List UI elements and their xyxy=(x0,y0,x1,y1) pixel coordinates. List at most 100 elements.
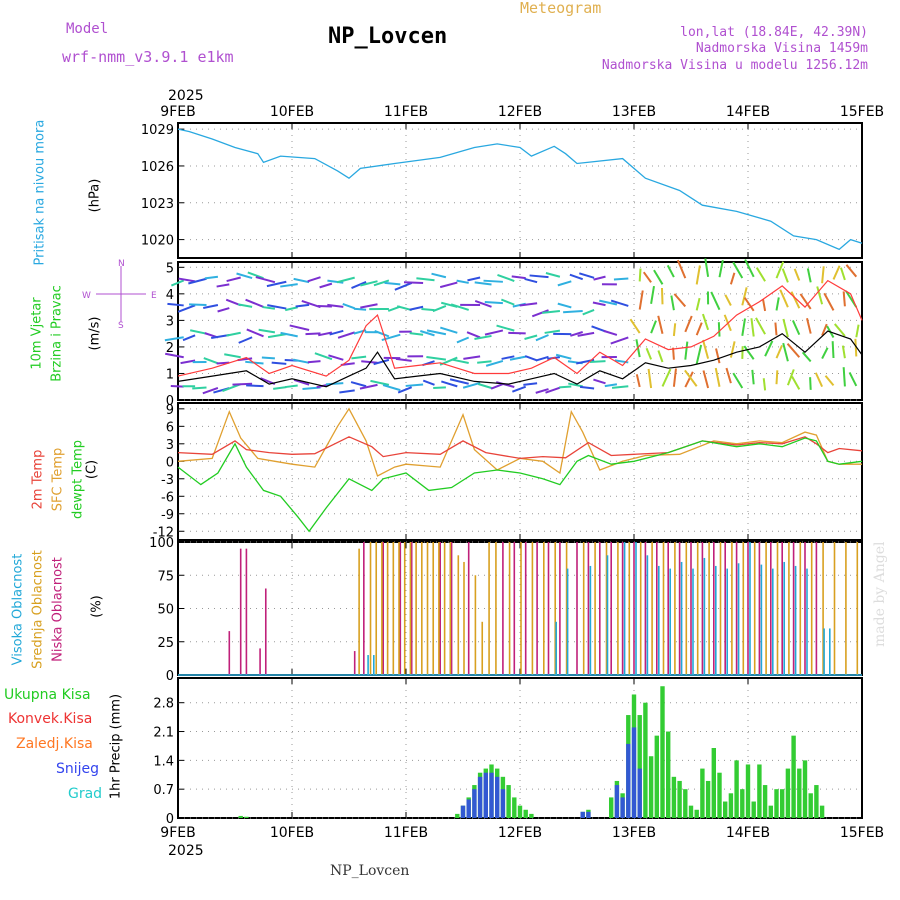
wind-arrow xyxy=(589,360,606,363)
wind-arrow xyxy=(593,378,606,385)
x-tick-label-bottom: 13FEB xyxy=(612,825,656,841)
y-tick-label: -6 xyxy=(161,490,174,505)
x-tick-label-bottom: 10FEB xyxy=(270,825,314,841)
wind-arrow xyxy=(456,336,470,344)
wind-arrow xyxy=(325,382,344,386)
wind-arrow xyxy=(670,295,675,311)
wind-arrow xyxy=(660,287,664,305)
wind-arrow xyxy=(833,323,846,337)
y-tick-label: 0 xyxy=(166,455,174,470)
wind-arrow xyxy=(441,380,458,388)
precip-bar-total xyxy=(455,813,460,818)
precip-bar-total xyxy=(802,760,808,818)
wind-arrow xyxy=(395,357,412,362)
wind-arrow xyxy=(370,379,390,386)
wind-arrow xyxy=(450,303,470,311)
wind-arrow xyxy=(280,283,298,288)
precip-bar-total xyxy=(648,756,654,818)
station-title: NP_Lovcen xyxy=(328,24,448,49)
wind-arrow xyxy=(301,299,321,309)
wind-arrow xyxy=(774,322,778,336)
wind-arrow xyxy=(273,386,287,390)
wind-arrow xyxy=(170,385,184,388)
wind-arrow xyxy=(211,334,230,340)
x-tick-label-top: 11FEB xyxy=(384,104,428,120)
precip-frz-label: Zaledj.Kisa xyxy=(16,736,93,752)
wind-arrow xyxy=(676,259,687,279)
wind-arrow xyxy=(449,378,469,385)
wind-arrow xyxy=(167,302,184,307)
wind-arrow xyxy=(509,355,526,361)
y-tick-label: 3 xyxy=(166,314,174,329)
wind-arrow xyxy=(831,341,835,359)
wind-arrow xyxy=(638,268,642,282)
product-title: Meteogram xyxy=(520,0,602,17)
wind-arrow xyxy=(462,381,481,389)
wind-arrow xyxy=(591,325,606,333)
altitude-text: Nadmorska Visina 1459m xyxy=(695,41,868,56)
precip-bar-total xyxy=(244,816,249,818)
precip-snow-label: Snijeg xyxy=(56,761,100,777)
wind-arrow xyxy=(353,307,367,311)
y-tick-label: 0 xyxy=(166,394,174,409)
wind-arrow xyxy=(762,298,767,312)
precip-bar-snow xyxy=(495,776,500,818)
wind-arrow xyxy=(426,329,447,336)
wind-arrow xyxy=(497,273,515,282)
wind-arrow xyxy=(403,281,424,284)
wind-arrow xyxy=(845,264,858,278)
precip-bar-total xyxy=(705,780,711,818)
y-tick-label: 0 xyxy=(166,669,174,684)
precip-bar-total xyxy=(637,715,642,818)
wind-arrow xyxy=(545,386,561,394)
precip-bar-total xyxy=(700,768,705,818)
y-tick-label: 1026 xyxy=(141,160,174,175)
precip-bar-total xyxy=(791,735,796,818)
wind-arrow xyxy=(307,360,321,364)
wind-arrow xyxy=(535,388,549,394)
wind-arrow xyxy=(439,281,458,289)
wind-arrow xyxy=(484,301,503,305)
wind-arrow xyxy=(261,356,275,360)
wind-arrow xyxy=(305,332,321,336)
precip-bar-total xyxy=(654,735,659,818)
wind-arrow xyxy=(439,326,458,334)
wind-arrow xyxy=(262,306,276,310)
y-tick-label: 75 xyxy=(157,569,174,584)
precip-bar-total xyxy=(694,809,699,818)
precip-bar-snow xyxy=(637,768,642,818)
wind-arrow xyxy=(266,280,287,288)
x-tick-label-top: 15FEB xyxy=(840,104,884,120)
wind-arrow xyxy=(463,355,481,360)
wind-arrow xyxy=(246,384,264,388)
wind-arrow xyxy=(245,298,264,308)
wind-arrow xyxy=(672,323,677,337)
wind-arrow xyxy=(743,345,755,360)
model-label: Model xyxy=(66,21,109,37)
wind-arrow xyxy=(695,297,701,311)
wind-arrow xyxy=(816,286,824,305)
wind-arrow xyxy=(779,289,789,308)
wind-arrow xyxy=(775,370,779,385)
wind-arrow xyxy=(293,277,310,284)
y-tick-label: 6 xyxy=(166,420,174,435)
wind-arrow xyxy=(724,294,732,306)
precip-bar-total xyxy=(723,801,728,818)
wind-arrow xyxy=(809,377,812,390)
wind-arrow xyxy=(557,302,572,309)
precip-bar-total xyxy=(717,772,722,818)
wind-arrow xyxy=(782,342,789,362)
wind-arrow xyxy=(653,269,664,285)
wind-arrow xyxy=(267,304,287,310)
wind-arrow xyxy=(647,368,653,389)
wind-arrow xyxy=(255,276,276,284)
wind-arrow xyxy=(842,291,846,307)
wind-arrow xyxy=(519,302,538,307)
precip-bar-total xyxy=(728,793,734,818)
precip-bar-snow xyxy=(500,789,506,818)
wind-arrow xyxy=(409,305,424,311)
wind-arrow xyxy=(725,367,732,384)
wind-arrow xyxy=(485,359,504,367)
wind-arrow xyxy=(351,280,367,289)
wind-arrow xyxy=(484,329,504,336)
